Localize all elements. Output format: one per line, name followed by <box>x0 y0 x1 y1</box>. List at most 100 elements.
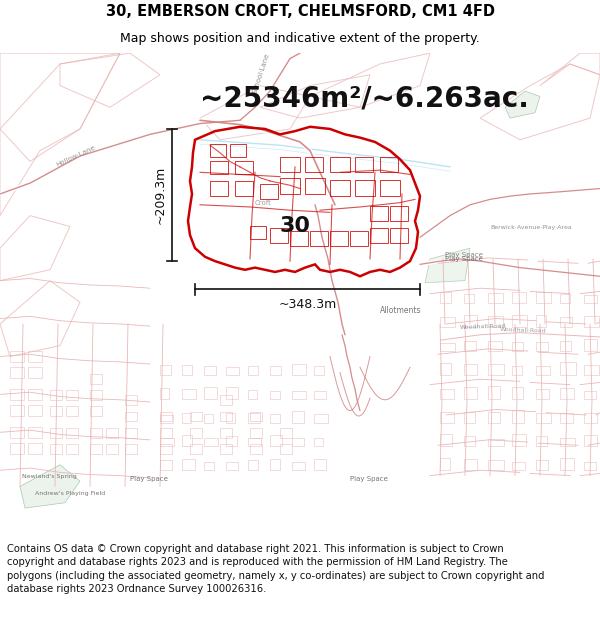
Bar <box>464 316 477 328</box>
Text: School·Lane: School·Lane <box>252 52 271 94</box>
Bar <box>66 444 78 454</box>
Bar <box>464 436 475 446</box>
Bar <box>280 428 292 438</box>
Bar <box>204 462 214 470</box>
Bar <box>560 362 576 375</box>
Bar <box>28 389 42 400</box>
Bar <box>248 413 260 422</box>
Bar <box>50 406 62 416</box>
Bar <box>250 444 262 454</box>
Bar <box>350 231 368 246</box>
Bar <box>314 366 323 375</box>
Bar <box>125 444 137 454</box>
Bar <box>292 462 305 470</box>
Bar <box>488 294 503 303</box>
Bar <box>250 226 266 239</box>
Bar <box>50 428 62 438</box>
Bar <box>380 157 398 172</box>
Bar <box>280 444 292 454</box>
Bar <box>106 428 118 438</box>
Text: Hollow·Lane: Hollow·Lane <box>55 144 96 168</box>
Bar <box>182 389 196 399</box>
Bar <box>536 413 551 422</box>
Bar <box>584 435 597 446</box>
Bar <box>226 367 239 375</box>
Text: 30, EMBERSON CROFT, CHELMSFORD, CM1 4FD: 30, EMBERSON CROFT, CHELMSFORD, CM1 4FD <box>106 4 494 19</box>
Bar <box>160 412 172 421</box>
Bar <box>10 368 24 378</box>
Bar <box>248 438 261 446</box>
Bar <box>584 462 596 470</box>
Bar <box>440 364 451 375</box>
Bar <box>292 438 304 446</box>
Bar <box>190 444 202 454</box>
Bar <box>270 228 288 242</box>
Text: ~348.3m: ~348.3m <box>278 298 337 311</box>
Bar <box>584 413 597 422</box>
Bar <box>512 342 523 351</box>
Bar <box>560 438 575 446</box>
Bar <box>160 444 172 454</box>
Bar <box>305 157 323 172</box>
Bar <box>28 443 42 454</box>
Text: ~25346m²/~6.263ac.: ~25346m²/~6.263ac. <box>200 85 529 112</box>
Text: Newland's Spring: Newland's Spring <box>22 474 77 479</box>
Bar <box>560 341 571 351</box>
Bar <box>536 292 551 303</box>
Bar <box>464 364 477 375</box>
Bar <box>314 391 326 399</box>
Bar <box>330 180 350 196</box>
Bar <box>220 444 232 454</box>
Bar <box>250 412 262 421</box>
Bar <box>10 443 24 454</box>
Bar <box>125 428 137 438</box>
Bar <box>560 294 570 303</box>
Bar <box>370 228 388 242</box>
Bar <box>512 387 523 399</box>
Bar <box>355 180 375 196</box>
Bar <box>10 427 24 438</box>
Bar <box>390 206 408 221</box>
Bar <box>536 436 547 446</box>
Bar <box>355 157 373 172</box>
Bar <box>292 391 305 399</box>
Bar <box>125 396 137 405</box>
Bar <box>230 144 246 157</box>
Bar <box>280 157 300 172</box>
Bar <box>584 391 596 399</box>
Bar <box>488 439 503 446</box>
Bar <box>10 351 24 362</box>
Bar <box>66 428 78 438</box>
Bar <box>314 414 328 422</box>
Bar <box>66 390 78 400</box>
Bar <box>488 364 504 375</box>
Bar <box>106 444 118 454</box>
Bar <box>235 161 253 174</box>
Bar <box>536 366 550 375</box>
Bar <box>226 436 237 446</box>
Bar <box>204 366 215 375</box>
Bar <box>210 161 228 174</box>
Bar <box>464 294 475 303</box>
Bar <box>220 428 232 438</box>
Bar <box>10 389 24 400</box>
Bar <box>204 388 217 399</box>
Bar <box>584 316 599 328</box>
Text: Woodhall·Road: Woodhall·Road <box>500 327 547 334</box>
Bar <box>512 411 524 422</box>
Bar <box>248 390 257 399</box>
Bar <box>90 444 102 454</box>
Bar <box>226 412 235 422</box>
Bar <box>440 292 451 303</box>
Bar <box>512 462 525 470</box>
Bar <box>50 390 62 400</box>
Bar <box>560 317 572 328</box>
Bar <box>28 368 42 378</box>
Bar <box>440 412 454 422</box>
Polygon shape <box>425 248 470 282</box>
Text: ~209.3m: ~209.3m <box>154 166 167 224</box>
Bar <box>488 316 503 328</box>
Bar <box>190 428 202 438</box>
Bar <box>220 412 232 421</box>
Bar <box>292 411 304 422</box>
